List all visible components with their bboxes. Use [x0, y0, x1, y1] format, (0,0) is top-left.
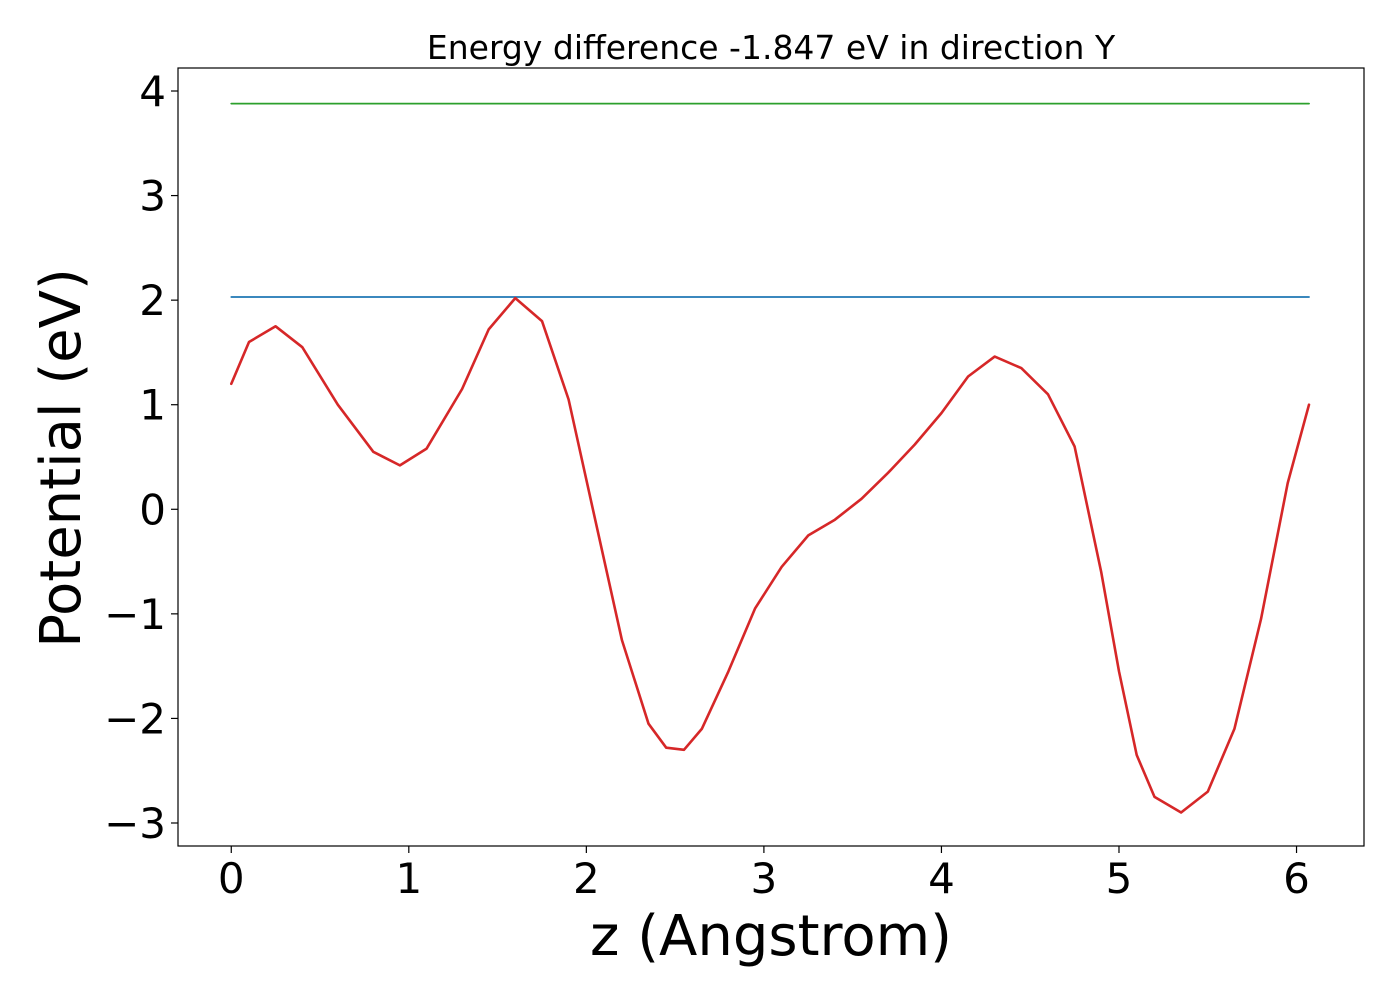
y-tick-label: 0 [139, 485, 166, 534]
y-tick-label: −3 [104, 799, 166, 848]
y-tick-label: 3 [139, 172, 166, 221]
y-tick-label: 1 [139, 381, 166, 430]
y-tick-label: 4 [139, 67, 166, 116]
plot-area [230, 102, 1311, 814]
x-tick-label: 1 [395, 854, 422, 903]
y-tick-label: −1 [104, 590, 166, 639]
y-tick-label: −2 [104, 694, 166, 743]
chart-title: Energy difference -1.847 eV in direction… [427, 28, 1116, 67]
x-axis-ticks: 0 1 2 3 4 5 6 [218, 846, 1310, 903]
y-tick-label: 2 [139, 276, 166, 325]
x-axis-label: z (Angstrom) [590, 904, 952, 969]
x-tick-label: 4 [928, 854, 955, 903]
y-axis-label: Potential (eV) [29, 268, 94, 648]
x-tick-label: 5 [1106, 854, 1133, 903]
series-line-3 [230, 296, 1311, 814]
x-tick-label: 3 [751, 854, 778, 903]
x-tick-label: 2 [573, 854, 600, 903]
y-axis-ticks: −3 −2 −1 0 1 2 3 4 [104, 67, 178, 848]
x-tick-label: 0 [218, 854, 245, 903]
x-tick-label: 6 [1283, 854, 1310, 903]
plot-frame [177, 67, 1365, 847]
